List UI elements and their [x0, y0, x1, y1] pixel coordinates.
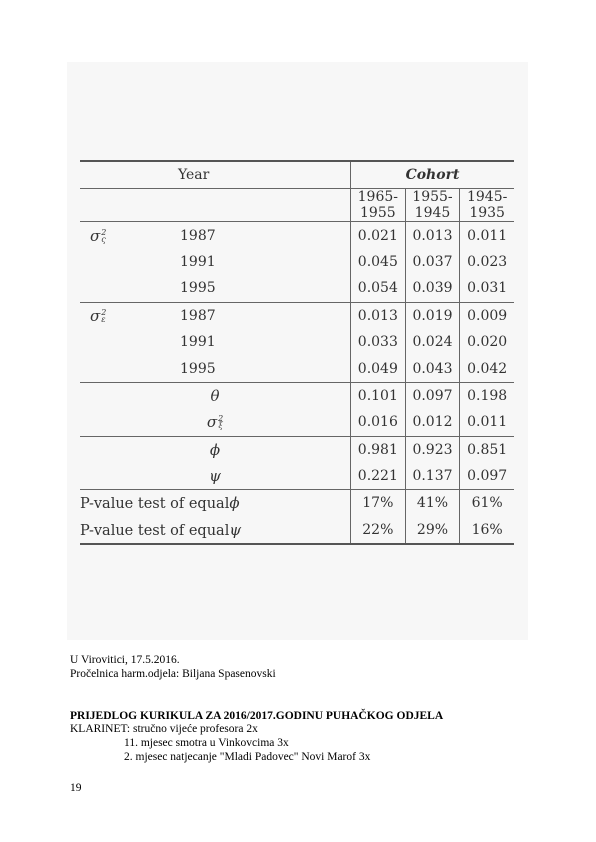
table-cell: 0.023 — [459, 248, 514, 276]
table-cell: 0.012 — [404, 409, 460, 437]
table-cell: 0.137 — [404, 462, 460, 490]
table-row: θ 0.101 0.097 0.198 — [80, 381, 514, 410]
row-label: σ 2 ε 1987 — [80, 301, 351, 329]
table-cell: 0.054 — [350, 275, 406, 303]
table-cell: 0.039 — [404, 275, 460, 303]
cohort-table: Year Cohort 1965-1955 1955-1945 1945-193… — [80, 160, 514, 546]
item-line: 11. mjesec smotra u Vinkovcima 3x — [124, 737, 289, 749]
table-cell: 0.042 — [459, 355, 514, 383]
table-cell: 0.024 — [404, 328, 460, 356]
table-cell: 0.033 — [350, 328, 406, 356]
table-cell: 0.020 — [459, 328, 514, 356]
table-cell: 0.031 — [459, 275, 514, 303]
row-label: 1995 — [80, 275, 351, 302]
row-year: 1995 — [180, 360, 216, 377]
table-cell: 0.019 — [404, 301, 460, 329]
table-row: P-value test of equalϕ 17% 41% 61% — [80, 489, 514, 517]
parameter-symbol: σ — [90, 306, 101, 325]
table-row: σ 2 ε 1987 0.013 0.019 0.009 — [80, 301, 514, 329]
row-label: 1991 — [80, 329, 351, 355]
parameter-symbol: ψ — [209, 467, 221, 486]
row-label: 1991 — [80, 249, 351, 275]
symbol-superscript: 2 — [101, 227, 107, 237]
page-number: 19 — [70, 782, 82, 794]
row-label: σ 2 ς 1987 — [80, 221, 351, 249]
table-cell: 0.021 — [350, 221, 406, 249]
row-label: P-value test of equalϕ — [80, 489, 351, 517]
row-label: ϕ — [80, 435, 351, 463]
cohort-header: Cohort — [350, 160, 514, 189]
table-row: ϕ 0.981 0.923 0.851 — [80, 435, 514, 463]
table-cell: 61% — [459, 489, 514, 517]
row-label: 1995 — [80, 355, 351, 382]
table-row: 1991 0.033 0.024 0.020 — [80, 328, 514, 356]
table-cell: 0.011 — [459, 409, 514, 437]
column-header: 1965-1955 — [350, 188, 406, 222]
table-cell: 0.097 — [404, 381, 460, 410]
row-label: θ — [80, 381, 351, 410]
table-cell: 0.037 — [404, 248, 460, 276]
table-cell: 22% — [350, 516, 406, 546]
place-date-line: U Virovitici, 17.5.2016. — [70, 654, 180, 666]
row-year: 1987 — [180, 227, 216, 244]
table-cell: 0.221 — [350, 462, 406, 490]
parameter-symbol: θ — [210, 386, 220, 405]
symbol-superscript: 2 — [218, 414, 224, 424]
column-header: 1955-1945 — [404, 188, 460, 222]
table-cell: 41% — [404, 489, 460, 517]
header-row: Year Cohort — [80, 160, 514, 189]
table-cell: 0.198 — [459, 381, 514, 410]
table-cell: 0.851 — [459, 435, 514, 463]
table-cell: 0.097 — [459, 462, 514, 490]
row-year: 1991 — [180, 253, 216, 270]
parameter-symbol: σ — [206, 413, 218, 432]
table-row: σ 2 ξ 0.016 0.012 0.011 — [80, 409, 514, 437]
table-cell: 0.011 — [459, 221, 514, 249]
parameter-symbol: σ — [90, 226, 101, 245]
table-cell: 0.013 — [404, 221, 460, 249]
symbol-subscript: ς — [101, 234, 106, 244]
table-cell: 29% — [404, 516, 460, 546]
row-year: 1991 — [180, 334, 216, 351]
symbol-superscript: 2 — [101, 307, 107, 317]
table-cell: 0.043 — [404, 355, 460, 383]
table-row: σ 2 ς 1987 0.021 0.013 0.011 — [80, 221, 514, 249]
symbol-subscript: ξ — [218, 421, 223, 431]
table-row: 1995 0.054 0.039 0.031 — [80, 275, 514, 303]
row-label: ψ — [80, 463, 351, 490]
table-cell: 17% — [350, 489, 406, 517]
row-label: P-value test of equalψ — [80, 516, 351, 546]
table-cell: 0.016 — [350, 409, 406, 437]
pvalue-symbol: ϕ — [229, 494, 240, 513]
symbol-subscript: ε — [101, 314, 106, 324]
klarinet-line: KLARINET: stručno vijeće profesora 2x — [70, 723, 258, 735]
parameter-symbol: ϕ — [209, 440, 221, 459]
table-cell: 0.049 — [350, 355, 406, 383]
table-row: 1995 0.049 0.043 0.042 — [80, 355, 514, 383]
row-year: 1995 — [180, 280, 216, 297]
pvalue-symbol: ψ — [229, 520, 242, 539]
table-cell: 0.101 — [350, 381, 406, 410]
section-heading: PRIJEDLOG KURIKULA ZA 2016/2017.GODINU P… — [70, 710, 444, 722]
pvalue-label: P-value test of equal — [80, 496, 230, 513]
table-cell: 0.013 — [350, 301, 406, 329]
table-cell: 16% — [459, 516, 514, 546]
table-cell: 0.009 — [459, 301, 514, 329]
column-header: 1945-1935 — [459, 188, 514, 222]
table-row: P-value test of equalψ 22% 29% 16% — [80, 516, 514, 546]
table-cell: 0.045 — [350, 248, 406, 276]
pvalue-label: P-value test of equal — [80, 522, 230, 539]
row-year: 1987 — [180, 307, 216, 324]
table-cell: 0.923 — [404, 435, 460, 463]
table-row: 1991 0.045 0.037 0.023 — [80, 248, 514, 276]
signature-line: Pročelnica harm.odjela: Biljana Spasenov… — [70, 668, 276, 680]
year-header: Year — [80, 160, 351, 189]
item-line: 2. mjesec natjecanje "Mladi Padovec" Nov… — [124, 751, 371, 763]
table-row: ψ 0.221 0.137 0.097 — [80, 462, 514, 490]
column-header-row: 1965-1955 1955-1945 1945-1935 — [80, 188, 514, 222]
table-cell: 0.981 — [350, 435, 406, 463]
